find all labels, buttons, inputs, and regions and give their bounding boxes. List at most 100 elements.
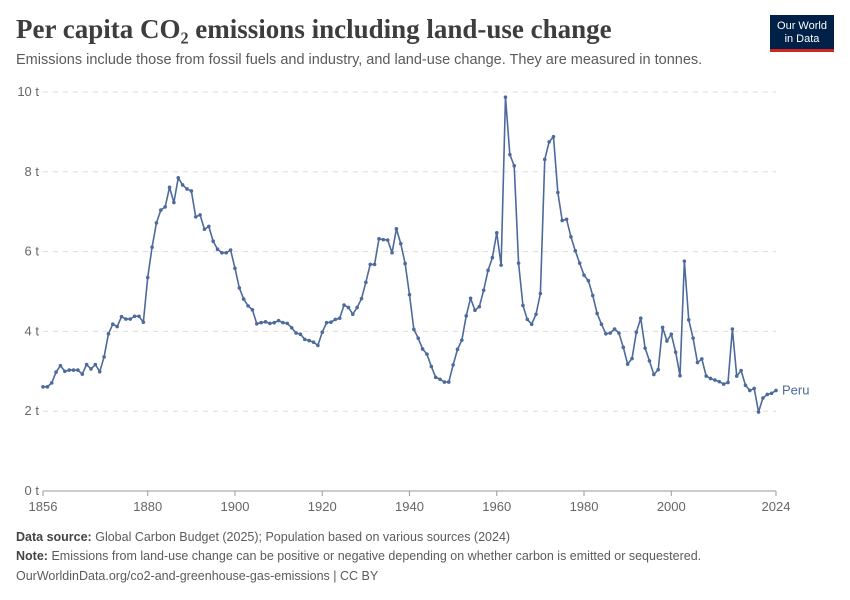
- data-point: [320, 330, 325, 334]
- data-point: [761, 396, 765, 400]
- data-point: [337, 316, 342, 321]
- owid-logo[interactable]: Our World in Data: [770, 15, 834, 52]
- data-point: [250, 308, 255, 312]
- data-point: [93, 362, 98, 367]
- data-point: [263, 320, 268, 324]
- data-point: [141, 320, 146, 325]
- data-point: [433, 375, 438, 380]
- y-tick-label: 0 t: [25, 483, 40, 498]
- data-point: [542, 157, 547, 162]
- data-point: [368, 262, 373, 267]
- data-point: [215, 247, 220, 252]
- data-point: [752, 386, 756, 391]
- data-point: [233, 266, 237, 271]
- data-point: [237, 286, 242, 290]
- data-point: [272, 320, 277, 325]
- data-point: [577, 261, 582, 265]
- data-point: [765, 392, 770, 397]
- data-point: [569, 235, 573, 239]
- data-point: [189, 189, 194, 193]
- data-point: [45, 385, 50, 389]
- x-tick-label: 1856: [29, 499, 58, 514]
- chart-subtitle: Emissions include those from fossil fuel…: [16, 52, 703, 68]
- y-tick-label: 8 t: [25, 164, 40, 179]
- data-point: [512, 164, 517, 168]
- data-point: [159, 208, 163, 212]
- x-axis: 1856 1880 1900 1920 1940 1960 1980 2000 2024: [29, 490, 790, 514]
- data-point: [748, 388, 752, 393]
- logo-line-2: in Data: [784, 33, 820, 45]
- data-point: [516, 261, 521, 265]
- data-point: [634, 330, 639, 334]
- data-point: [364, 280, 368, 285]
- data-point: [359, 296, 364, 301]
- data-point: [403, 261, 407, 266]
- data-point: [111, 322, 115, 327]
- data-point: [276, 318, 281, 323]
- data-point: [446, 380, 451, 384]
- data-point: [460, 338, 464, 342]
- data-point: [739, 368, 743, 373]
- data-point: [329, 320, 333, 325]
- data-point: [769, 391, 774, 396]
- data-point: [691, 336, 695, 340]
- data-point: [604, 331, 608, 336]
- data-point: [486, 268, 490, 273]
- data-point: [630, 356, 634, 361]
- data-point: [621, 345, 626, 350]
- data-point: [298, 332, 303, 336]
- data-point: [442, 380, 447, 384]
- data-point: [41, 385, 45, 389]
- data-point: [390, 250, 394, 255]
- data-point: [302, 337, 307, 342]
- data-point: [416, 336, 421, 340]
- data-point: [638, 316, 643, 321]
- x-tick-label: 1980: [570, 499, 599, 514]
- data-point: [660, 325, 665, 330]
- data-point: [652, 372, 656, 377]
- data-point: [350, 312, 355, 317]
- data-point: [612, 327, 617, 331]
- data-point: [477, 304, 482, 309]
- data-point: [713, 378, 717, 382]
- data-point: [224, 250, 229, 255]
- data-point: [285, 321, 290, 326]
- data-point: [700, 357, 704, 361]
- data-point: [721, 382, 726, 386]
- x-tick-label: 2000: [657, 499, 686, 514]
- data-point: [316, 343, 320, 348]
- data-point: [468, 296, 473, 301]
- x-tick-label: 1960: [482, 499, 511, 514]
- data-point: [97, 369, 102, 374]
- data-point: [625, 362, 630, 366]
- data-point: [686, 318, 691, 322]
- data-point: [198, 213, 202, 217]
- data-point: [647, 359, 652, 363]
- data-point: [678, 373, 682, 378]
- data-point: [726, 380, 730, 385]
- data-point: [521, 303, 525, 308]
- data-point: [342, 303, 346, 307]
- data-point: [80, 372, 85, 376]
- data-point: [665, 339, 669, 343]
- note-label: Note:: [16, 549, 48, 563]
- data-point: [76, 368, 80, 372]
- x-tick-label: 1920: [308, 499, 337, 514]
- data-point: [669, 332, 674, 336]
- data-point: [455, 347, 460, 352]
- note-text: Emissions from land-use change can be po…: [51, 549, 702, 563]
- data-point: [132, 314, 137, 319]
- data-point: [429, 364, 434, 369]
- data-point: [333, 317, 338, 322]
- data-point: [556, 190, 560, 195]
- source-url[interactable]: OurWorldinData.org/co2-and-greenhouse-ga…: [16, 569, 379, 583]
- data-point: [564, 217, 569, 222]
- data-point: [756, 410, 761, 414]
- data-point: [63, 369, 67, 374]
- data-point: [525, 317, 530, 322]
- data-point: [289, 326, 294, 330]
- data-point: [695, 360, 700, 365]
- data-point: [412, 327, 416, 332]
- data-point: [438, 377, 442, 382]
- data-point: [311, 340, 316, 344]
